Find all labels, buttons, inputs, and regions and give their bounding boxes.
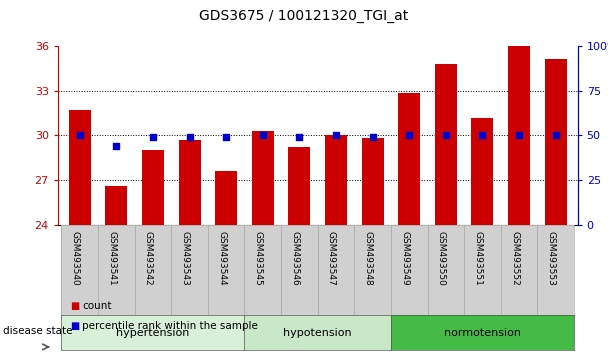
- Point: [111, 143, 121, 149]
- Text: GSM493543: GSM493543: [181, 231, 190, 285]
- Point: [221, 135, 231, 140]
- Bar: [179, 140, 201, 225]
- Bar: [545, 59, 567, 225]
- Text: normotension: normotension: [444, 328, 521, 338]
- Point: [368, 135, 378, 140]
- Text: percentile rank within the sample: percentile rank within the sample: [82, 321, 258, 331]
- Text: GDS3675 / 100121320_TGI_at: GDS3675 / 100121320_TGI_at: [199, 9, 409, 23]
- Point: [75, 132, 85, 138]
- Bar: [435, 64, 457, 225]
- Point: [331, 132, 341, 138]
- Point: [185, 135, 195, 140]
- Text: GSM493547: GSM493547: [327, 231, 336, 285]
- Point: [477, 132, 487, 138]
- Bar: [471, 118, 494, 225]
- Text: GSM493540: GSM493540: [71, 231, 80, 285]
- Bar: [362, 138, 384, 225]
- Text: GSM493551: GSM493551: [474, 231, 482, 286]
- Text: hypotension: hypotension: [283, 328, 352, 338]
- Bar: [398, 93, 420, 225]
- Text: GSM493542: GSM493542: [144, 231, 153, 285]
- Point: [514, 132, 524, 138]
- Text: GSM493541: GSM493541: [108, 231, 116, 285]
- Text: GSM493545: GSM493545: [254, 231, 263, 285]
- Bar: [142, 149, 164, 225]
- Text: GSM493550: GSM493550: [437, 231, 446, 286]
- Bar: [105, 186, 127, 225]
- Bar: [252, 131, 274, 225]
- Text: GSM493549: GSM493549: [400, 231, 409, 285]
- Point: [404, 132, 414, 138]
- Text: GSM493546: GSM493546: [291, 231, 299, 285]
- Bar: [215, 171, 237, 225]
- Text: ■: ■: [70, 301, 79, 311]
- Bar: [69, 110, 91, 225]
- Text: GSM493553: GSM493553: [547, 231, 556, 286]
- Bar: [288, 147, 310, 225]
- Point: [294, 135, 304, 140]
- Point: [258, 132, 268, 138]
- Bar: [508, 43, 530, 225]
- Point: [551, 132, 561, 138]
- Point: [441, 132, 451, 138]
- Text: count: count: [82, 301, 112, 311]
- Point: [148, 135, 158, 140]
- Text: disease state: disease state: [3, 326, 72, 336]
- Text: GSM493552: GSM493552: [510, 231, 519, 285]
- Text: GSM493544: GSM493544: [217, 231, 226, 285]
- Text: hypertension: hypertension: [116, 328, 190, 338]
- Text: ■: ■: [70, 321, 79, 331]
- Bar: [325, 135, 347, 225]
- Text: GSM493548: GSM493548: [364, 231, 373, 285]
